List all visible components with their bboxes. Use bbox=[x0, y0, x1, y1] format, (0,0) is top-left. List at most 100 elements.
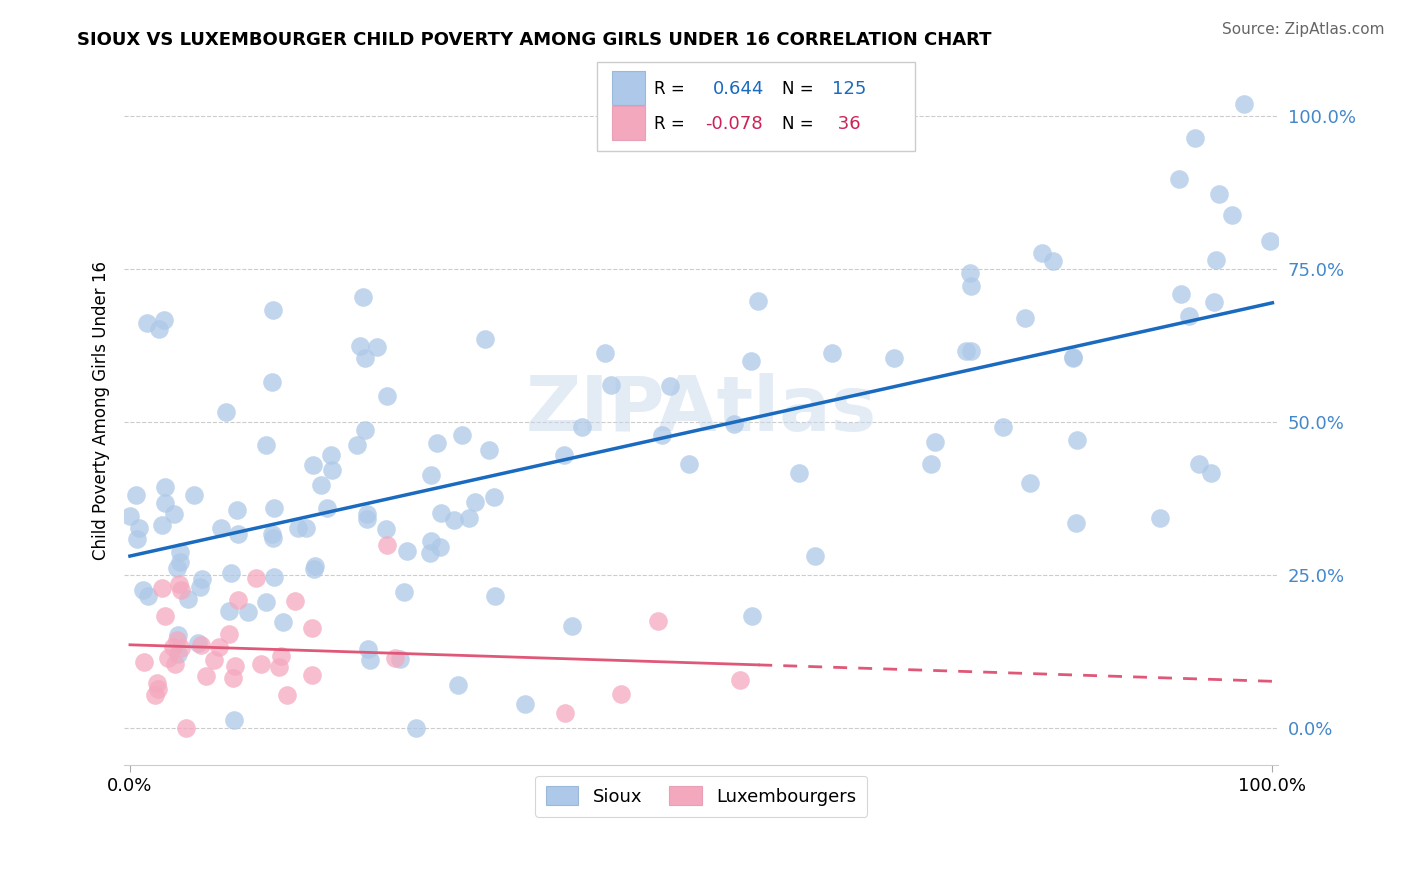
Text: R =: R = bbox=[654, 79, 685, 97]
Point bbox=[118, 509, 141, 524]
Point bbox=[226, 526, 249, 541]
Point bbox=[384, 651, 406, 665]
Point bbox=[787, 467, 810, 481]
Point bbox=[457, 511, 479, 525]
Point bbox=[215, 405, 238, 419]
Point bbox=[1233, 97, 1256, 112]
Point bbox=[152, 313, 174, 327]
FancyBboxPatch shape bbox=[613, 70, 644, 105]
Text: 125: 125 bbox=[831, 79, 866, 97]
Point bbox=[301, 458, 323, 473]
Point bbox=[349, 339, 371, 353]
Point bbox=[169, 555, 191, 569]
Point bbox=[132, 582, 155, 597]
Point bbox=[276, 689, 298, 703]
Point bbox=[474, 332, 496, 346]
Point bbox=[295, 521, 318, 535]
Point bbox=[741, 608, 763, 623]
Point bbox=[287, 521, 309, 535]
Point bbox=[728, 673, 751, 688]
Point bbox=[484, 589, 506, 603]
Point bbox=[450, 428, 472, 442]
Point bbox=[356, 512, 378, 526]
Point bbox=[218, 604, 240, 618]
Point bbox=[125, 488, 148, 502]
Point bbox=[883, 351, 905, 365]
Point bbox=[183, 487, 205, 501]
Point bbox=[245, 571, 267, 585]
Point bbox=[262, 531, 284, 545]
Point bbox=[1064, 516, 1087, 530]
Point bbox=[377, 538, 399, 552]
Point bbox=[356, 508, 378, 522]
Point bbox=[1031, 246, 1053, 260]
Point bbox=[1019, 476, 1042, 491]
Point bbox=[302, 562, 325, 576]
Point bbox=[150, 581, 173, 595]
Point bbox=[1184, 131, 1206, 145]
Point bbox=[389, 652, 412, 666]
Point bbox=[254, 595, 277, 609]
Point bbox=[960, 344, 983, 359]
Point bbox=[405, 722, 427, 736]
Text: 0.644: 0.644 bbox=[713, 79, 763, 97]
Point bbox=[1205, 253, 1227, 268]
FancyBboxPatch shape bbox=[598, 62, 915, 151]
Point bbox=[1149, 511, 1171, 525]
Point bbox=[301, 621, 323, 635]
Point bbox=[177, 592, 200, 607]
Text: ZIPAtlas: ZIPAtlas bbox=[526, 373, 877, 447]
Point bbox=[658, 378, 681, 392]
Point bbox=[218, 627, 240, 641]
Point bbox=[1204, 294, 1226, 309]
Point bbox=[315, 501, 337, 516]
Point bbox=[136, 589, 159, 603]
Point bbox=[273, 615, 295, 629]
Point bbox=[163, 508, 186, 522]
Point bbox=[1062, 350, 1084, 364]
Point bbox=[150, 518, 173, 533]
Point bbox=[170, 641, 193, 656]
Point bbox=[1066, 433, 1088, 447]
Y-axis label: Child Poverty Among Girls Under 16: Child Poverty Among Girls Under 16 bbox=[93, 260, 110, 559]
Point bbox=[571, 420, 593, 434]
Point bbox=[128, 521, 150, 535]
Point bbox=[146, 676, 169, 690]
Point bbox=[260, 375, 283, 389]
Point bbox=[226, 593, 249, 607]
Point bbox=[1170, 286, 1192, 301]
Point bbox=[430, 507, 453, 521]
Text: N =: N = bbox=[782, 115, 814, 133]
Point bbox=[599, 377, 621, 392]
Point bbox=[156, 651, 179, 665]
Point bbox=[148, 322, 170, 336]
Point bbox=[166, 561, 188, 575]
Point bbox=[209, 521, 232, 535]
Text: -0.078: -0.078 bbox=[704, 115, 762, 133]
Point bbox=[821, 346, 844, 360]
Point bbox=[429, 540, 451, 554]
Point bbox=[187, 636, 209, 650]
Point bbox=[740, 354, 762, 368]
Point bbox=[375, 389, 398, 403]
Point bbox=[354, 423, 377, 437]
Point bbox=[955, 343, 977, 358]
Point bbox=[155, 609, 177, 624]
Point bbox=[301, 668, 323, 682]
Point bbox=[804, 549, 827, 563]
Point bbox=[419, 546, 441, 560]
Point bbox=[993, 419, 1015, 434]
Point bbox=[477, 443, 499, 458]
Point bbox=[191, 572, 214, 586]
Text: SIOUX VS LUXEMBOURGER CHILD POVERTY AMONG GIRLS UNDER 16 CORRELATION CHART: SIOUX VS LUXEMBOURGER CHILD POVERTY AMON… bbox=[77, 31, 991, 49]
Point bbox=[174, 722, 197, 736]
Point bbox=[166, 647, 188, 661]
Point bbox=[1220, 208, 1243, 222]
Point bbox=[651, 428, 673, 442]
Point bbox=[723, 417, 745, 432]
Point bbox=[224, 658, 246, 673]
Point bbox=[166, 632, 188, 647]
Point bbox=[357, 642, 380, 657]
Text: N =: N = bbox=[782, 79, 814, 97]
Point bbox=[553, 448, 575, 462]
